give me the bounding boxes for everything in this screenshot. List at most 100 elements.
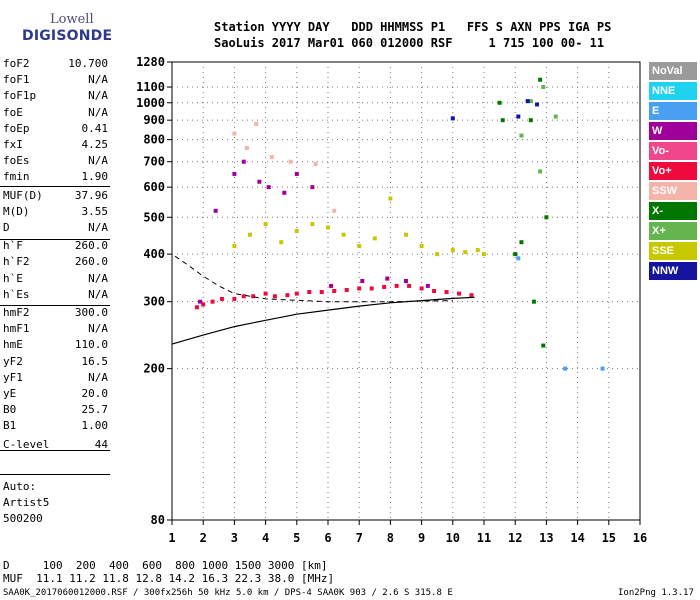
param-value: 300.0 [74, 306, 108, 319]
autoscaling-code: 500200 [3, 512, 43, 525]
footer-muf-row: MUF 11.1 11.2 11.8 12.8 14.2 16.3 22.3 3… [3, 572, 335, 585]
x-tick-label: 16 [633, 531, 647, 545]
data-point [600, 366, 605, 371]
param-label: hmE [3, 338, 23, 352]
data-point [475, 248, 480, 253]
param-value: N/A [88, 89, 108, 103]
data-point [519, 240, 524, 245]
data-point [385, 276, 390, 281]
y-tick-label: 1280 [136, 55, 165, 69]
x-tick-label: 1 [168, 531, 175, 545]
data-point [213, 208, 218, 213]
y-tick-label: 1100 [136, 80, 165, 94]
data-point [500, 118, 505, 123]
data-point [404, 232, 408, 237]
y-tick-label: 80 [151, 513, 165, 527]
data-point [319, 290, 324, 295]
param-separator [0, 474, 110, 475]
y-tick-label: 900 [143, 113, 165, 127]
data-point [516, 256, 521, 261]
param-value: 260.0 [74, 239, 108, 253]
param-label: h`F [3, 239, 23, 253]
param-row: foF2 10.700 [3, 56, 108, 72]
data-point [513, 252, 518, 257]
param-row: foE N/A [3, 105, 108, 121]
data-point [241, 294, 246, 299]
legend-item: Vo- [649, 142, 697, 160]
param-label: h`E [3, 271, 23, 285]
data-point [313, 162, 318, 167]
param-label: foE [3, 105, 23, 119]
param-label: yE [3, 387, 17, 400]
data-point [219, 296, 224, 301]
param-value: 1.00 [81, 419, 109, 433]
legend-item: SSW [649, 182, 697, 200]
data-point [326, 225, 330, 230]
param-label: foF1p [3, 89, 37, 103]
param-separator [0, 450, 110, 451]
data-point [310, 222, 315, 227]
param-row: h`F2 260.0 [3, 254, 108, 270]
legend-item: NNW [649, 262, 697, 280]
data-point [531, 299, 536, 304]
param-row: fxI 4.25 [3, 137, 108, 153]
data-point [541, 343, 546, 348]
param-row: foF1 N/A [3, 72, 108, 88]
plot-frame [171, 61, 641, 521]
data-point [332, 289, 337, 293]
data-point [357, 286, 362, 291]
param-label: foEs [3, 154, 30, 168]
param-row: h`F 260.0 [3, 238, 108, 254]
param-value: N/A [88, 370, 108, 384]
data-point [394, 283, 399, 288]
data-point [263, 291, 268, 296]
x-tick-label: 8 [387, 531, 394, 545]
x-tick-label: 5 [293, 531, 300, 545]
data-point [538, 77, 543, 82]
data-point [444, 290, 449, 295]
param-value: 37.96 [74, 188, 108, 202]
footer-file-info: SAA0K_2017060012000.RSF / 300fx256h 50 k… [3, 588, 453, 598]
data-point [450, 116, 455, 121]
param-separator [0, 305, 110, 306]
param-row: h`E N/A [3, 271, 108, 287]
param-value: N/A [88, 287, 108, 301]
x-tick-label: 14 [570, 531, 584, 545]
y-tick-label: 300 [143, 295, 165, 309]
data-point [282, 190, 287, 195]
data-point [407, 283, 412, 288]
data-point [332, 208, 337, 213]
data-point [269, 155, 274, 160]
param-row: h`Es N/A [3, 287, 108, 303]
param-label: fxI [3, 138, 23, 151]
data-point [232, 244, 237, 249]
param-row: B1 1.00 [3, 418, 108, 434]
autoscaling-artist: Artist5 [3, 496, 50, 509]
data-point [382, 284, 387, 289]
x-tick-label: 12 [508, 531, 522, 545]
data-point [232, 131, 237, 136]
data-point [294, 291, 299, 296]
data-point [241, 159, 246, 164]
data-point [538, 169, 543, 174]
data-point [528, 99, 533, 104]
data-point [482, 252, 486, 257]
data-point [232, 171, 237, 176]
legend-item: X+ [649, 222, 697, 240]
param-row: yF1 N/A [3, 370, 108, 386]
param-value: 4.25 [81, 138, 109, 151]
x-tick-label: 15 [602, 531, 616, 545]
legend-item: E [649, 102, 697, 120]
param-value: N/A [88, 271, 108, 285]
y-tick-label: 200 [143, 362, 165, 376]
data-point [288, 159, 293, 164]
profile-dash-curve [174, 255, 453, 303]
data-point [360, 278, 365, 283]
data-point [201, 302, 206, 307]
data-point [266, 185, 271, 190]
data-point [198, 299, 203, 304]
param-row: fmin 1.90 [3, 169, 108, 185]
param-label: MUF(D) [3, 188, 43, 202]
header-labels-row: Station YYYY DAY DDD HHMMSS P1 FFS S AXN… [214, 20, 612, 34]
param-row: M(D) 3.55 [3, 204, 108, 220]
